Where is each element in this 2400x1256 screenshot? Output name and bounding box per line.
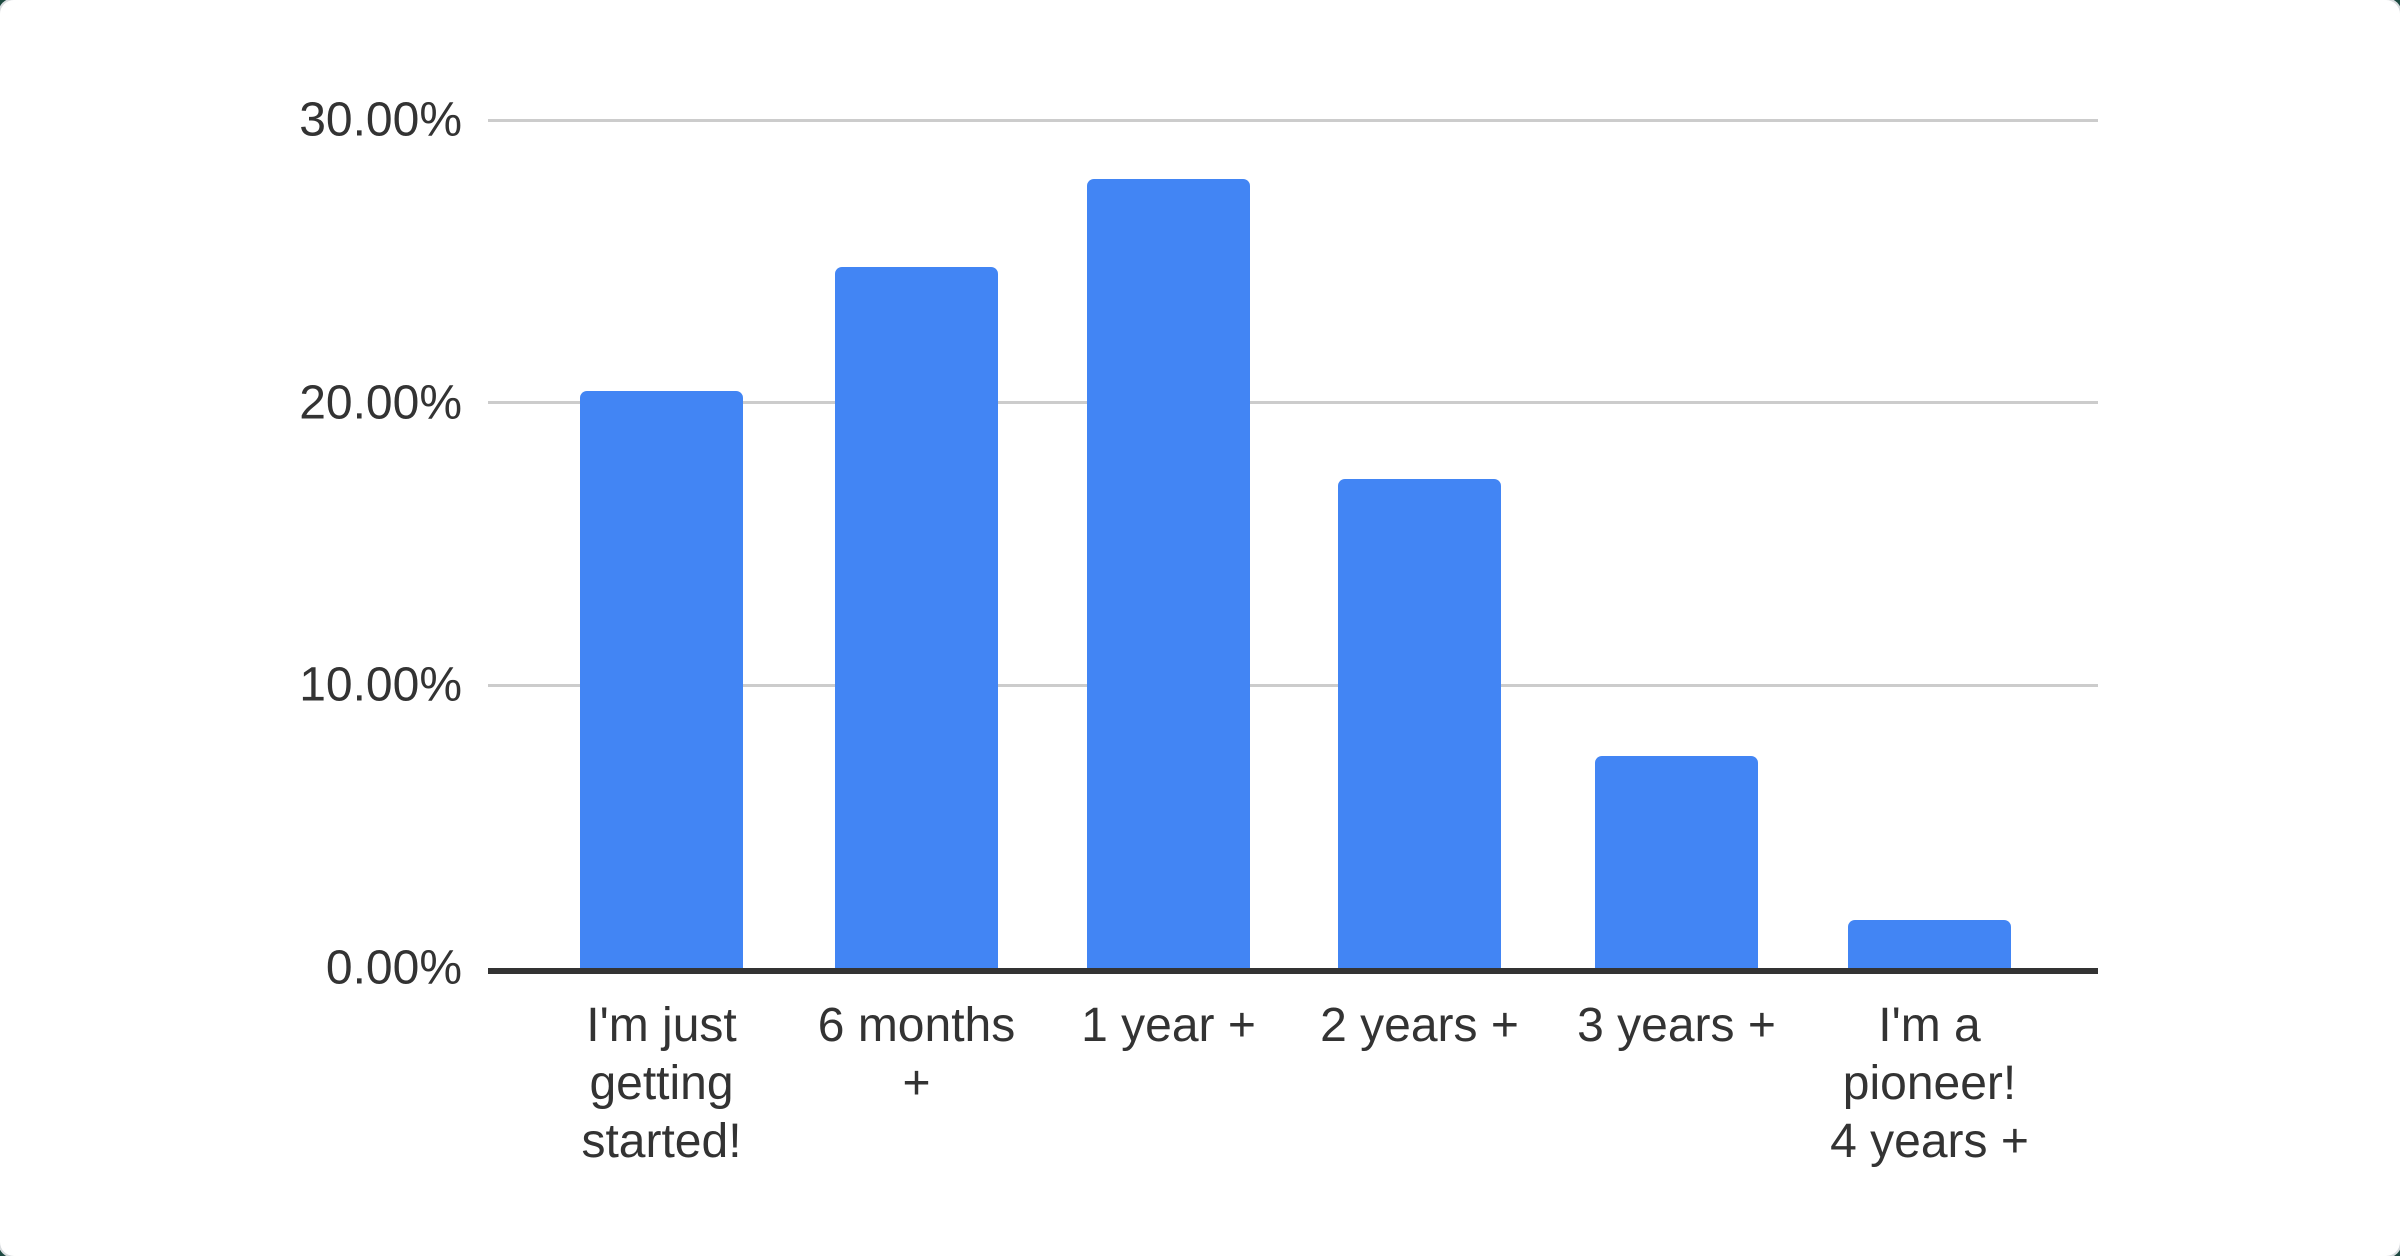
gridline (488, 401, 2098, 405)
x-axis-label: 1 year + (1081, 999, 1256, 1052)
bar (580, 391, 743, 968)
gridline (488, 683, 2098, 687)
y-axis-label: 0.00% (325, 941, 462, 995)
y-axis-label: 30.00% (299, 93, 462, 147)
gridline (488, 118, 2098, 122)
x-axis-label: 2 years + (1320, 999, 1519, 1052)
x-axis-label: I'm just getting started! (581, 999, 742, 1168)
bar (1848, 919, 2011, 968)
y-axis-label: 20.00% (299, 376, 462, 430)
bar (1338, 478, 1501, 968)
y-axis-label: 10.00% (299, 658, 462, 712)
bar (1087, 179, 1250, 968)
x-axis-line (488, 968, 2098, 974)
x-axis-label: 6 months + (817, 999, 1016, 1110)
x-axis-label: 3 years + (1577, 999, 1776, 1052)
x-axis-label: I'm a pioneer! 4 years + (1830, 999, 2029, 1168)
bar (835, 266, 998, 968)
bar (1595, 756, 1758, 968)
